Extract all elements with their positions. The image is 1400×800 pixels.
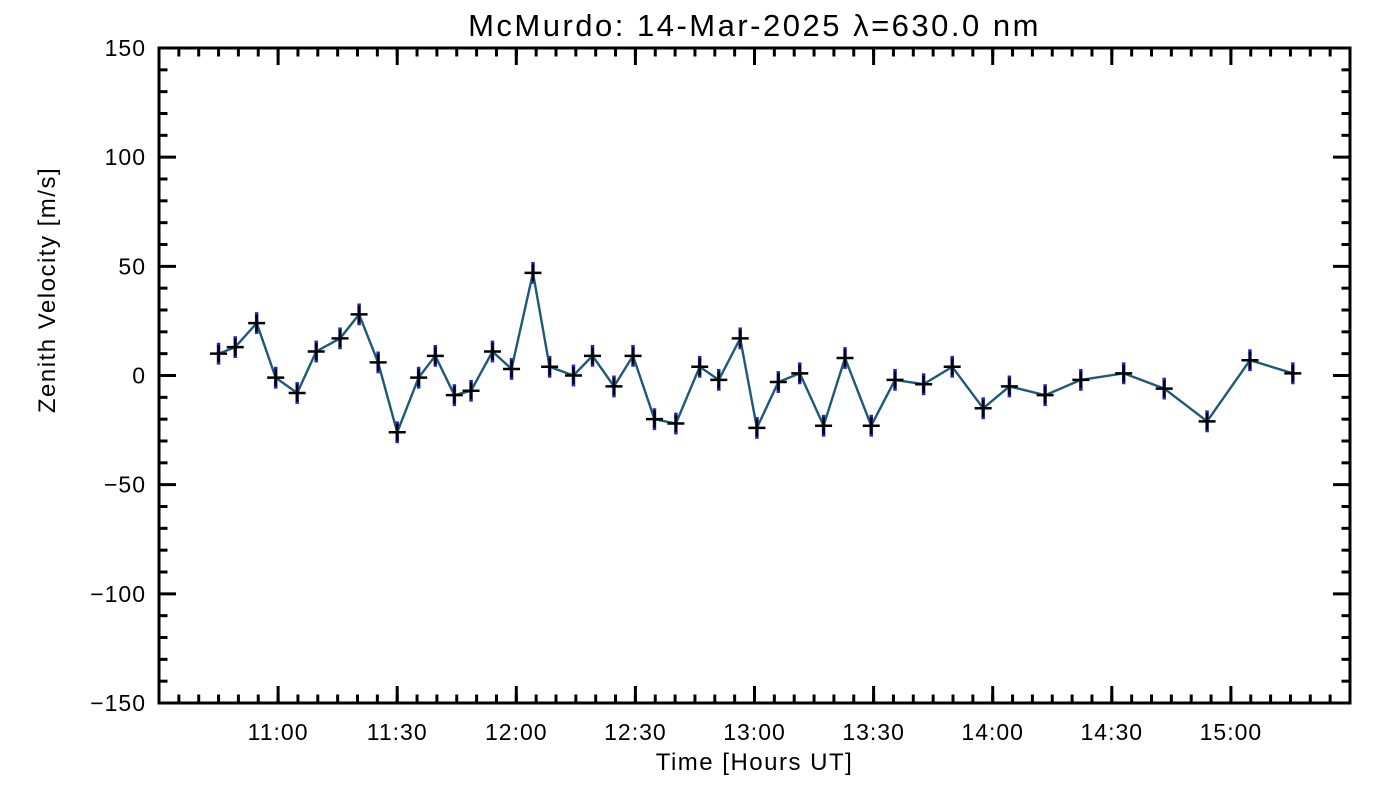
- x-tick-label: 14:00: [961, 719, 1024, 745]
- y-tick-label: 0: [132, 363, 146, 389]
- x-tick-label: 11:00: [248, 719, 309, 745]
- tick-marks: [159, 48, 1350, 703]
- plot-frame: [157, 46, 1352, 705]
- y-axis-label-text: Zenith Velocity [m/s]: [34, 166, 61, 414]
- chart-title: McMurdo: 14-Mar-2025 λ=630.0 nm: [468, 8, 1041, 43]
- x-tick-label: 13:00: [723, 719, 786, 745]
- plus-markers: [210, 264, 1302, 441]
- y-tick-label: −100: [90, 581, 146, 607]
- y-tick-label: 50: [118, 253, 146, 279]
- x-tick-label: 12:30: [604, 719, 667, 745]
- x-tick-label: 11:30: [367, 719, 428, 745]
- y-tick-label: 100: [105, 144, 146, 170]
- x-tick-label: 15:00: [1200, 719, 1263, 745]
- tick-labels: 11:00 11:30 12:00 12:30 13:00 13:30 14:00 14:30…: [90, 35, 1263, 745]
- x-tick-label: 14:30: [1081, 719, 1144, 745]
- x-axis-label: Time [Hours UT]: [655, 749, 854, 776]
- x-tick-label: 12:00: [485, 719, 548, 745]
- y-tick-label: −150: [90, 690, 146, 716]
- y-tick-label: 150: [105, 35, 146, 61]
- x-tick-label: 13:30: [842, 719, 905, 745]
- y-tick-label: −50: [104, 472, 146, 498]
